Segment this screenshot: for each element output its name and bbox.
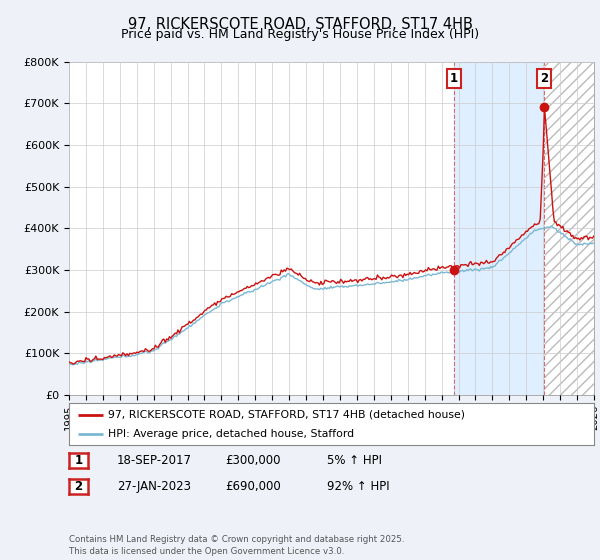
Text: 1: 1	[450, 72, 458, 85]
Bar	[545, 62, 594, 395]
Text: 1: 1	[74, 454, 83, 467]
Bar	[454, 62, 545, 395]
Text: 92% ↑ HPI: 92% ↑ HPI	[327, 479, 389, 493]
Text: 27-JAN-2023: 27-JAN-2023	[117, 479, 191, 493]
Text: £690,000: £690,000	[225, 479, 281, 493]
Text: Price paid vs. HM Land Registry's House Price Index (HPI): Price paid vs. HM Land Registry's House …	[121, 28, 479, 41]
Text: HPI: Average price, detached house, Stafford: HPI: Average price, detached house, Staf…	[109, 429, 355, 439]
Text: 97, RICKERSCOTE ROAD, STAFFORD, ST17 4HB: 97, RICKERSCOTE ROAD, STAFFORD, ST17 4HB	[128, 17, 472, 32]
Bar	[545, 62, 594, 395]
Text: 18-SEP-2017: 18-SEP-2017	[117, 454, 192, 467]
Text: 5% ↑ HPI: 5% ↑ HPI	[327, 454, 382, 467]
Text: £300,000: £300,000	[225, 454, 281, 467]
Text: Contains HM Land Registry data © Crown copyright and database right 2025.
This d: Contains HM Land Registry data © Crown c…	[69, 535, 404, 556]
Text: 2: 2	[74, 479, 83, 493]
Text: 97, RICKERSCOTE ROAD, STAFFORD, ST17 4HB (detached house): 97, RICKERSCOTE ROAD, STAFFORD, ST17 4HB…	[109, 409, 466, 419]
Text: 2: 2	[541, 72, 548, 85]
